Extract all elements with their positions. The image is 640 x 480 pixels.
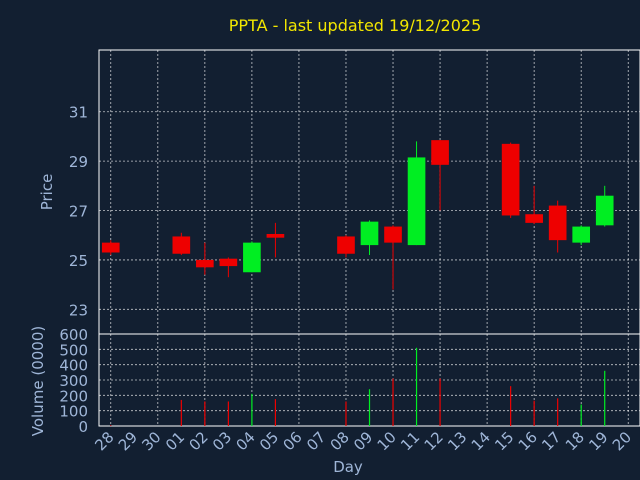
price-panel-frame xyxy=(98,49,640,335)
x-tick-label: 30 xyxy=(138,428,164,454)
volume-tick-label: 300 xyxy=(59,372,88,390)
volume-tick-label: 200 xyxy=(59,387,88,405)
x-tick-label: 08 xyxy=(327,428,353,454)
candle-body xyxy=(101,242,120,253)
x-tick-label: 14 xyxy=(468,428,494,454)
x-tick-label: 17 xyxy=(538,428,564,454)
x-tick-label: 07 xyxy=(303,428,329,454)
x-tick-label: 05 xyxy=(256,428,282,454)
price-tick-label: 27 xyxy=(69,203,88,221)
volume-tick-label: 100 xyxy=(59,403,88,421)
volume-tick-label: 500 xyxy=(59,341,88,359)
candle-body xyxy=(431,140,449,165)
candle-body xyxy=(266,233,285,238)
x-tick-label: 09 xyxy=(350,428,376,454)
volume-tick-label: 600 xyxy=(59,326,88,344)
volume-tick-label: 0 xyxy=(78,418,88,436)
volume-tick-label: 400 xyxy=(59,357,88,375)
tick-labels-layer: 2325272931010020030040050060028293001020… xyxy=(59,104,635,455)
x-tick-label: 15 xyxy=(491,428,517,454)
price-tick-label: 29 xyxy=(69,153,88,171)
x-tick-label: 19 xyxy=(585,428,611,454)
candle-body xyxy=(360,221,379,246)
x-tick-label: 28 xyxy=(91,428,117,454)
x-tick-label: 20 xyxy=(609,428,635,454)
candle-body xyxy=(525,214,543,223)
x-axis-label: Day xyxy=(333,458,363,476)
chart-title: PPTA - last updated 19/12/2025 xyxy=(229,16,482,35)
candle-body xyxy=(572,226,591,243)
x-tick-label: 03 xyxy=(209,428,235,454)
x-tick-label: 11 xyxy=(397,428,423,454)
volume-axis-label: Volume (0000) xyxy=(29,326,47,436)
candle-body xyxy=(384,226,402,243)
x-tick-label: 02 xyxy=(185,428,211,454)
x-tick-label: 18 xyxy=(562,428,588,454)
candle-body xyxy=(337,236,355,254)
price-tick-label: 25 xyxy=(69,252,88,270)
candle-body xyxy=(595,195,614,226)
candle-body xyxy=(407,157,426,246)
x-tick-label: 29 xyxy=(115,428,141,454)
marks-layer xyxy=(101,140,614,426)
price-tick-label: 23 xyxy=(69,301,88,319)
candle-body xyxy=(243,242,261,273)
price-tick-label: 31 xyxy=(69,104,88,122)
candle-body xyxy=(196,259,214,268)
x-tick-label: 01 xyxy=(162,428,188,454)
x-tick-label: 10 xyxy=(374,428,400,454)
price-axis-label: Price xyxy=(38,174,56,211)
x-tick-label: 06 xyxy=(280,428,306,454)
candle-body xyxy=(548,205,567,241)
x-tick-label: 16 xyxy=(515,428,541,454)
x-tick-label: 04 xyxy=(232,428,258,454)
candle-body xyxy=(501,143,520,216)
candle-body xyxy=(172,236,191,254)
candle-body xyxy=(219,258,238,267)
x-tick-label: 12 xyxy=(421,428,447,454)
x-tick-label: 13 xyxy=(444,428,470,454)
